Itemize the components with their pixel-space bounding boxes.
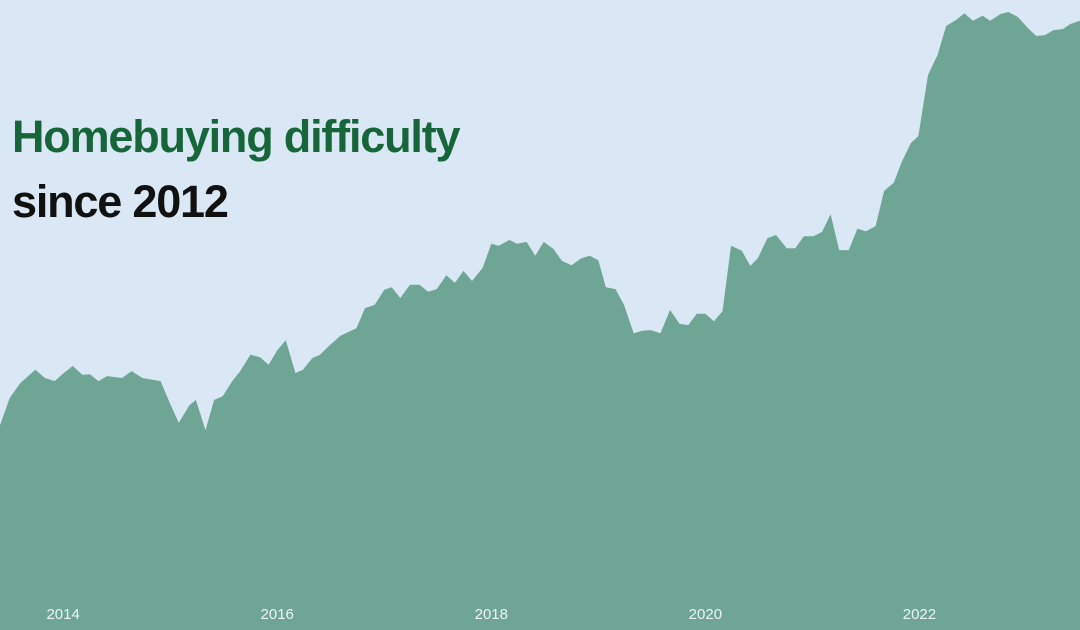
plot: 2014 2016 2018 2020 2022 — [0, 11, 1080, 630]
x-tick-label: 2016 — [261, 606, 294, 623]
x-tick-label: 2020 — [689, 606, 722, 623]
chart-subtitle: since 2012 — [12, 176, 228, 227]
x-tick-label: 2022 — [903, 606, 936, 623]
x-tick-label: 2014 — [46, 606, 79, 623]
x-tick-label: 2018 — [475, 606, 508, 623]
chart-title: Homebuying difficulty — [12, 111, 460, 162]
area — [0, 11, 1080, 630]
